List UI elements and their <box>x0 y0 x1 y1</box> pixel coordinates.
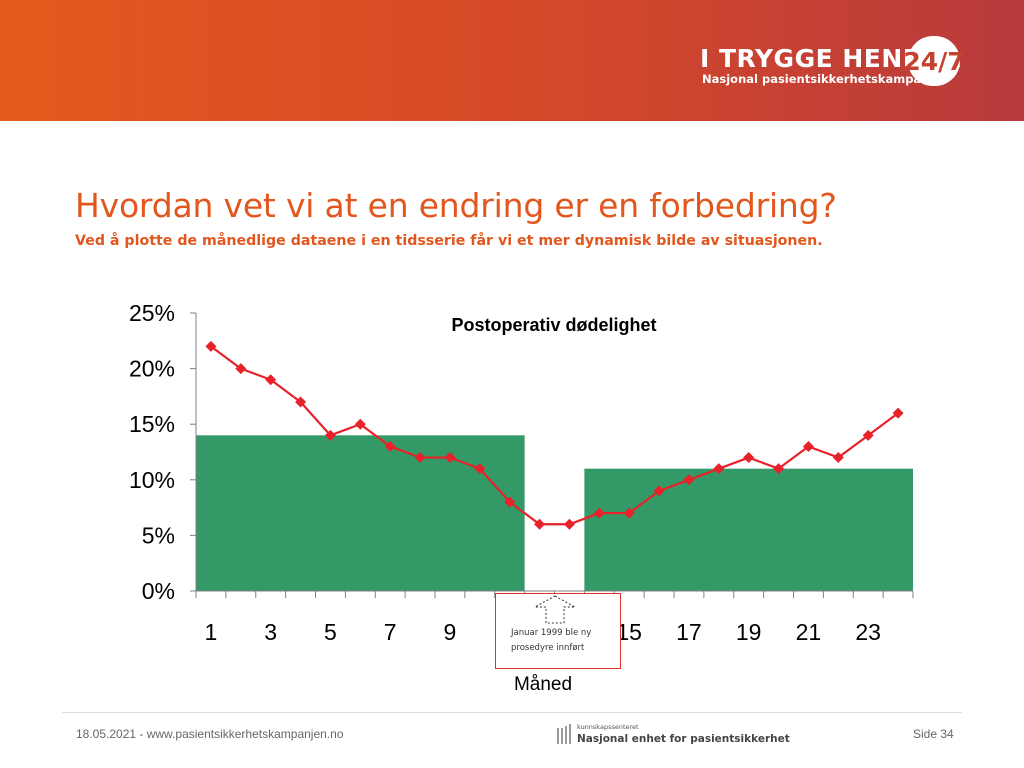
up-arrow-icon <box>534 595 576 624</box>
annotation-callout: Januar 1999 ble ny prosedyre innført <box>495 593 621 669</box>
average-bar-2 <box>584 468 913 591</box>
footer-divider <box>62 712 962 713</box>
bars-logo-icon <box>557 724 571 744</box>
slide-subtitle: Ved å plotte de månedlige dataene i en t… <box>75 233 823 249</box>
x-tick-label: 5 <box>324 619 337 645</box>
x-tick-label: 21 <box>796 619 822 645</box>
footer-page-number: Side 34 <box>913 727 954 741</box>
data-point <box>324 429 336 441</box>
x-tick-label: 1 <box>205 619 218 645</box>
y-tick-label: 10% <box>129 467 175 493</box>
y-tick-label: 15% <box>129 411 175 437</box>
y-tick-label: 5% <box>142 522 175 548</box>
data-point <box>802 440 814 452</box>
data-point <box>683 474 695 486</box>
x-tick-label: 19 <box>736 619 762 645</box>
data-point <box>205 340 217 352</box>
data-point <box>862 429 874 441</box>
header-banner <box>0 0 1024 121</box>
x-tick-label: 17 <box>676 619 702 645</box>
footer-date-url: 18.05.2021 - www.pasientsikkerhetskampan… <box>76 727 344 741</box>
data-point <box>743 452 755 464</box>
data-point <box>474 463 486 475</box>
brand-subtitle: Nasjonal pasientsikkerhetskampanje <box>702 72 942 86</box>
data-point <box>832 452 844 464</box>
footer-logo-text: Nasjonal enhet for pasientsikkerhet <box>577 733 790 745</box>
data-point <box>653 485 665 497</box>
data-point <box>414 452 426 464</box>
slide-title: Hvordan vet vi at en endring er en forbe… <box>75 186 837 225</box>
data-point <box>265 374 277 386</box>
footer-logo-small-text: kunnskapssenteret <box>577 723 639 731</box>
annotation-text: Januar 1999 ble ny prosedyre innført <box>511 628 592 653</box>
data-point <box>773 463 785 475</box>
y-tick-label: 20% <box>129 356 175 382</box>
data-point <box>384 440 396 452</box>
data-point <box>295 396 307 408</box>
y-tick-label: 25% <box>129 300 175 326</box>
data-point <box>713 463 725 475</box>
x-axis-title: Måned <box>514 674 572 695</box>
data-point <box>444 452 456 464</box>
chart-title: Postoperativ dødelighet <box>451 315 656 335</box>
data-point <box>623 507 635 519</box>
brand-badge: 24/7 <box>903 36 965 86</box>
average-bar-1 <box>196 435 525 591</box>
y-tick-label: 0% <box>142 578 175 604</box>
x-tick-label: 23 <box>855 619 881 645</box>
data-point <box>892 407 904 419</box>
x-tick-label: 3 <box>264 619 277 645</box>
data-point <box>235 363 247 375</box>
x-tick-label: 7 <box>384 619 397 645</box>
series-line <box>210 345 899 526</box>
data-point <box>504 496 516 508</box>
data-point <box>593 507 605 519</box>
data-point <box>354 418 366 430</box>
data-point <box>534 518 546 530</box>
x-tick-label: 9 <box>444 619 457 645</box>
data-point <box>563 518 575 530</box>
